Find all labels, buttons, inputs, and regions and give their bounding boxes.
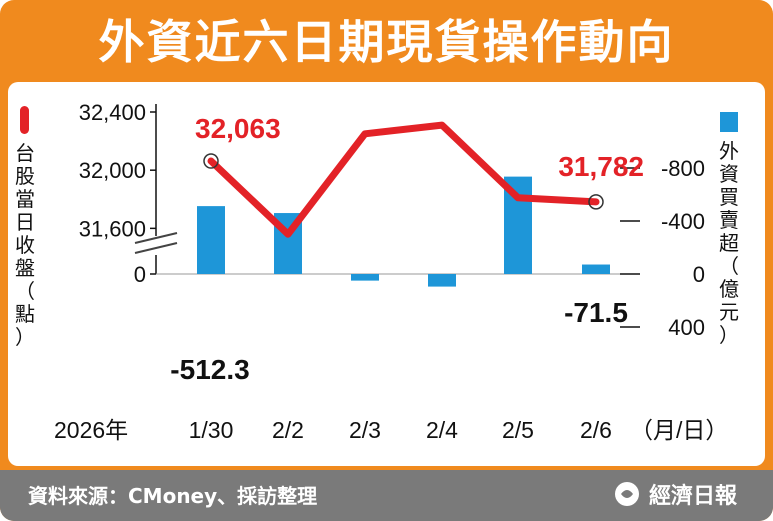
line-value-label: 31,782 xyxy=(558,151,644,182)
line-marker xyxy=(588,194,604,210)
right-tick-label: -800 xyxy=(661,156,705,181)
line-series xyxy=(203,121,604,238)
left-tick-label: 31,600 xyxy=(79,216,146,241)
bar-value-label: -512.3 xyxy=(170,354,249,385)
category-label: 2/2 xyxy=(272,417,304,443)
chart-title: 外資近六日期現貨操作動向 xyxy=(98,15,675,69)
category-label: 2/4 xyxy=(426,417,458,443)
category-label: 2/6 xyxy=(580,417,612,443)
right-tick-label: 0 xyxy=(693,262,705,287)
left-tick-label: 0 xyxy=(134,262,146,287)
line-marker xyxy=(203,153,219,169)
axis-break-mark-2 xyxy=(134,242,178,254)
bar-series xyxy=(197,176,610,287)
title-bar: 外資近六日期現貨操作動向 xyxy=(0,0,773,78)
right-ticks: 400 0 -400 -800 xyxy=(620,156,705,340)
left-axis-title: 台股當日收盤（點） xyxy=(15,141,35,349)
line-value-label: 32,063 xyxy=(195,113,281,144)
brand-name: 經濟日報 xyxy=(648,484,737,509)
left-tick-label: 32,000 xyxy=(79,158,146,183)
index-line xyxy=(207,121,600,238)
axis-break-mark-1 xyxy=(134,232,178,244)
bar xyxy=(351,274,379,281)
data-labels: 32,063 31,782 -512.3 -71.5 xyxy=(170,113,644,385)
bar-legend-icon xyxy=(720,112,738,132)
source-note: 資料來源：CMoney、採訪整理 xyxy=(28,484,318,508)
right-tick-label: 400 xyxy=(668,315,705,340)
bar xyxy=(197,206,225,274)
right-tick-label: -400 xyxy=(661,209,705,234)
left-ticks: 32,400 32,000 31,600 0 xyxy=(79,100,156,287)
footer-bar: 資料來源：CMoney、採訪整理 經濟日報 xyxy=(0,470,773,521)
right-axis-title: 外資買賣超（億元） xyxy=(719,139,739,347)
bar xyxy=(428,274,456,287)
category-label: 2/5 xyxy=(502,417,534,443)
category-label: 1/30 xyxy=(189,417,234,443)
brand: 經濟日報 xyxy=(613,478,737,510)
brand-logo-icon xyxy=(614,482,639,506)
category-label: 2/3 xyxy=(349,417,381,443)
line-legend-icon xyxy=(20,106,29,134)
bar xyxy=(582,264,610,274)
bar-value-label: -71.5 xyxy=(564,297,628,328)
x-unit-label: （月/日） xyxy=(630,417,728,443)
year-label: 2026年 xyxy=(54,417,128,443)
left-tick-label: 32,400 xyxy=(79,100,146,125)
category-labels: 1/30 2/2 2/3 2/4 2/5 2/6 xyxy=(189,417,612,443)
